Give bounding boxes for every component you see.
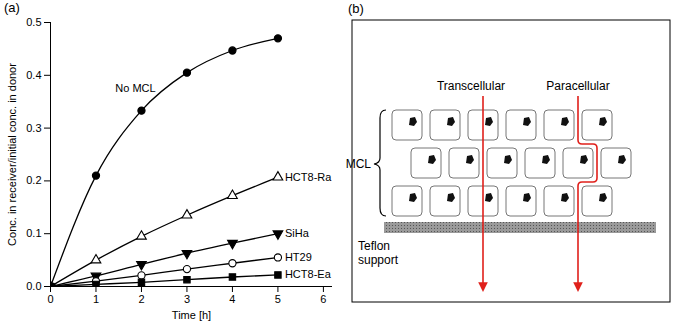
- svg-text:HT29: HT29: [285, 251, 312, 263]
- svg-text:6: 6: [320, 293, 326, 305]
- svg-text:Conc. in receiver/initial conc: Conc. in receiver/initial conc. in donor: [6, 63, 18, 246]
- svg-text:HCT8-Ra: HCT8-Ra: [285, 171, 332, 183]
- svg-text:0.5: 0.5: [26, 16, 41, 28]
- svg-text:2: 2: [138, 293, 144, 305]
- svg-text:Teflonsupport: Teflonsupport: [358, 239, 399, 267]
- svg-text:MCL: MCL: [346, 157, 372, 171]
- svg-text:Transcellular: Transcellular: [437, 79, 505, 93]
- svg-text:5: 5: [275, 293, 281, 305]
- svg-text:1: 1: [93, 293, 99, 305]
- svg-text:0: 0: [47, 293, 53, 305]
- svg-text:(b): (b): [348, 1, 364, 16]
- svg-text:No MCL: No MCL: [115, 82, 155, 94]
- svg-text:0.4: 0.4: [26, 69, 41, 81]
- svg-text:0.3: 0.3: [26, 122, 41, 134]
- svg-text:SiHa: SiHa: [285, 227, 310, 239]
- svg-text:0.2: 0.2: [26, 174, 41, 186]
- svg-text:4: 4: [229, 293, 235, 305]
- svg-text:0.1: 0.1: [26, 227, 41, 239]
- svg-text:HCT8-Ea: HCT8-Ea: [285, 268, 332, 280]
- svg-text:Paracellular: Paracellular: [546, 79, 609, 93]
- svg-text:3: 3: [184, 293, 190, 305]
- svg-text:Time [h]: Time [h]: [172, 309, 211, 321]
- svg-text:0.0: 0.0: [26, 280, 41, 292]
- html-text:(a): (a): [4, 0, 20, 15]
